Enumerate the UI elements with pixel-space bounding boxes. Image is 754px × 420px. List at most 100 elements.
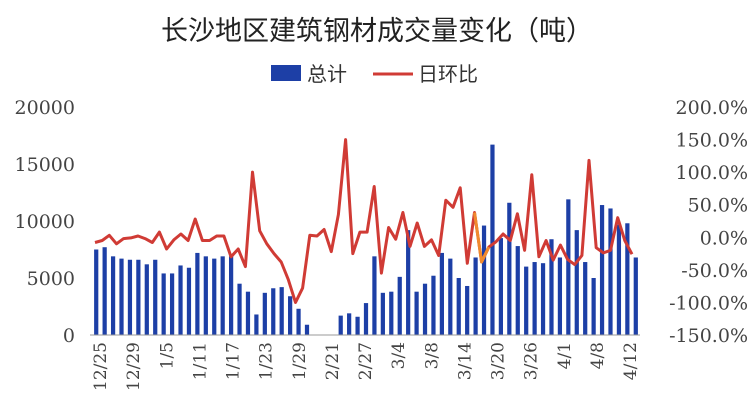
bar [389,291,394,335]
y-left-tick-label: 10000 [15,211,75,233]
bar [473,257,478,335]
bar [481,225,487,335]
y-right-tick-label: -100.0% [669,292,748,314]
bar [169,273,175,335]
bar [557,257,563,335]
bar [465,285,470,335]
x-tick-label: 3/14 [455,342,475,380]
y-left-tick-label: 5000 [27,268,75,290]
y-axis-right: -150.0% -100.0% -50.0% 0.0% 50.0% 100.0% 150.0… [669,97,748,347]
bar [625,223,630,335]
bar [153,259,158,335]
x-axis: 12/25 12/29 1/5 1/11 1/17 1/23 1/29 2/21 2/27 3/4… [91,342,641,391]
bar [229,256,234,335]
bar [338,315,343,335]
bar [186,267,192,335]
bar [119,258,124,335]
x-tick-label: 1/17 [224,342,244,380]
daily-change-line [94,138,634,304]
bar [574,230,579,335]
daily-change-line-highlight [473,212,491,264]
x-tick-label: 2/21 [323,342,343,380]
x-tick-label: 2/27 [356,342,376,380]
bar [524,266,529,335]
bar [94,249,99,335]
x-tick-label: 3/4 [389,342,409,369]
bar [515,246,520,335]
x-tick-label: 12/29 [124,342,144,391]
y-right-tick-label: 50.0% [688,195,748,217]
bar [540,263,546,335]
x-tick-label: 1/11 [190,342,210,380]
bar [127,259,133,335]
legend-label-daily-change: 日环比 [418,62,478,86]
y-right-tick-label: -50.0% [681,260,748,282]
chart-title: 长沙地区建筑钢材成交量变化（吨） [161,16,593,47]
bar [363,303,369,335]
x-tick-label: 3/20 [489,342,509,380]
bar [372,256,377,335]
bar [532,262,537,335]
bar [490,144,495,335]
bar [262,292,267,335]
bar [566,199,571,335]
bar [296,308,301,335]
x-tick-label: 4/8 [588,342,608,369]
bar [212,258,217,335]
bar [591,278,596,335]
bar [102,247,107,335]
bar [633,257,638,335]
bar [380,292,385,335]
line-series [94,138,634,304]
bar [254,314,259,335]
y-left-tick-label: 20000 [15,97,75,119]
bar [549,239,554,335]
bar [245,291,251,335]
bar [507,202,512,335]
bar [347,313,352,335]
x-tick-label: 3/8 [422,342,442,369]
bar [220,256,225,335]
y-right-tick-label: 150.0% [676,130,748,152]
bar [498,238,503,335]
bar [203,256,208,335]
bar [237,283,242,335]
bar [616,224,622,335]
bar [279,287,284,335]
bar [422,283,428,335]
y-right-tick-label: 100.0% [676,162,748,184]
x-tick-label: 3/26 [522,342,542,380]
legend-label-total: 总计 [307,62,347,86]
y-right-tick-label: 200.0% [676,97,748,119]
bar [414,291,419,335]
bar [608,208,613,335]
y-left-tick-label: 0 [63,325,75,347]
bar [406,230,411,335]
bar [195,252,200,335]
y-right-tick-label: -150.0% [669,325,748,347]
bar [355,316,360,335]
x-tick-label: 12/25 [91,342,111,391]
bar-series [94,144,638,335]
bar [271,288,276,335]
bar [178,265,183,335]
y-right-tick-label: 0.0% [700,227,748,249]
bar [583,262,588,335]
bar [431,275,436,335]
bar [110,256,116,335]
bar [599,205,605,335]
bar [304,324,310,335]
x-tick-label: 4/12 [621,342,641,380]
y-axis-left: 0 5000 10000 15000 20000 [15,97,75,347]
legend: 总计 日环比 [271,62,478,86]
bar [448,258,453,335]
bar [144,264,149,335]
bar [456,278,461,335]
bar [439,252,444,335]
bar [397,276,402,335]
x-tick-label: 1/23 [257,342,277,380]
bar [288,296,293,335]
legend-bar-swatch [271,65,301,81]
y-left-tick-label: 15000 [15,154,75,176]
